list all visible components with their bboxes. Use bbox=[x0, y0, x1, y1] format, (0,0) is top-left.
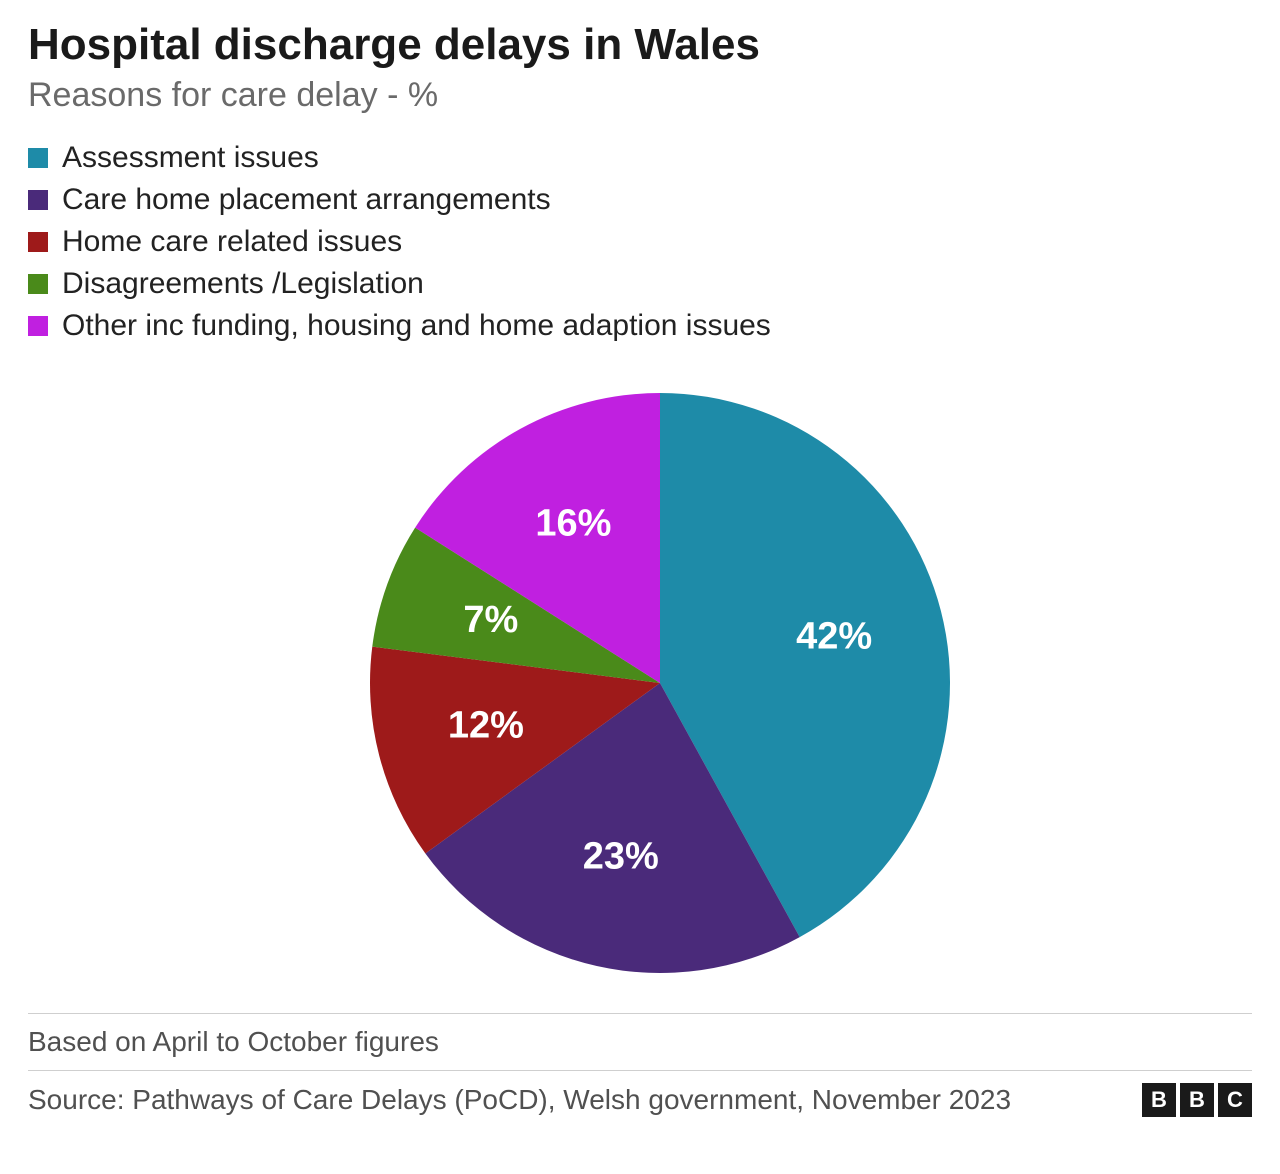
legend-item: Other inc funding, housing and home adap… bbox=[28, 309, 1252, 343]
pie-slice-label: 42% bbox=[796, 615, 872, 657]
chart-legend: Assessment issues Care home placement arr… bbox=[28, 141, 1252, 343]
legend-item: Assessment issues bbox=[28, 141, 1252, 175]
legend-item: Home care related issues bbox=[28, 225, 1252, 259]
chart-footer: Based on April to October figures Source… bbox=[28, 1013, 1252, 1117]
legend-label: Other inc funding, housing and home adap… bbox=[62, 309, 771, 343]
chart-subtitle: Reasons for care delay - % bbox=[28, 76, 1252, 115]
pie-slice-label: 23% bbox=[583, 836, 659, 878]
bbc-logo-letter: B bbox=[1142, 1083, 1176, 1117]
chart-note: Based on April to October figures bbox=[28, 1026, 1252, 1058]
bbc-logo-letter: C bbox=[1218, 1083, 1252, 1117]
source-row: Source: Pathways of Care Delays (PoCD), … bbox=[28, 1070, 1252, 1117]
legend-item: Care home placement arrangements bbox=[28, 183, 1252, 217]
legend-label: Home care related issues bbox=[62, 225, 402, 259]
legend-swatch bbox=[28, 316, 48, 336]
legend-label: Assessment issues bbox=[62, 141, 319, 175]
bbc-logo-letter: B bbox=[1180, 1083, 1214, 1117]
pie-chart: 42% 23% 12% 7% 16% bbox=[320, 373, 960, 993]
pie-chart-area: 42% 23% 12% 7% 16% bbox=[28, 363, 1252, 1003]
legend-swatch bbox=[28, 190, 48, 210]
chart-source: Source: Pathways of Care Delays (PoCD), … bbox=[28, 1084, 1011, 1116]
chart-title: Hospital discharge delays in Wales bbox=[28, 20, 1252, 70]
pie-slice-label: 7% bbox=[463, 599, 518, 641]
legend-swatch bbox=[28, 148, 48, 168]
legend-swatch bbox=[28, 274, 48, 294]
legend-item: Disagreements /Legislation bbox=[28, 267, 1252, 301]
legend-label: Care home placement arrangements bbox=[62, 183, 551, 217]
legend-label: Disagreements /Legislation bbox=[62, 267, 424, 301]
pie-slice-label: 12% bbox=[448, 705, 524, 747]
chart-container: Hospital discharge delays in Wales Reaso… bbox=[28, 20, 1252, 1117]
pie-slice-label: 16% bbox=[535, 502, 611, 544]
legend-swatch bbox=[28, 232, 48, 252]
bbc-logo: BBC bbox=[1142, 1083, 1252, 1117]
